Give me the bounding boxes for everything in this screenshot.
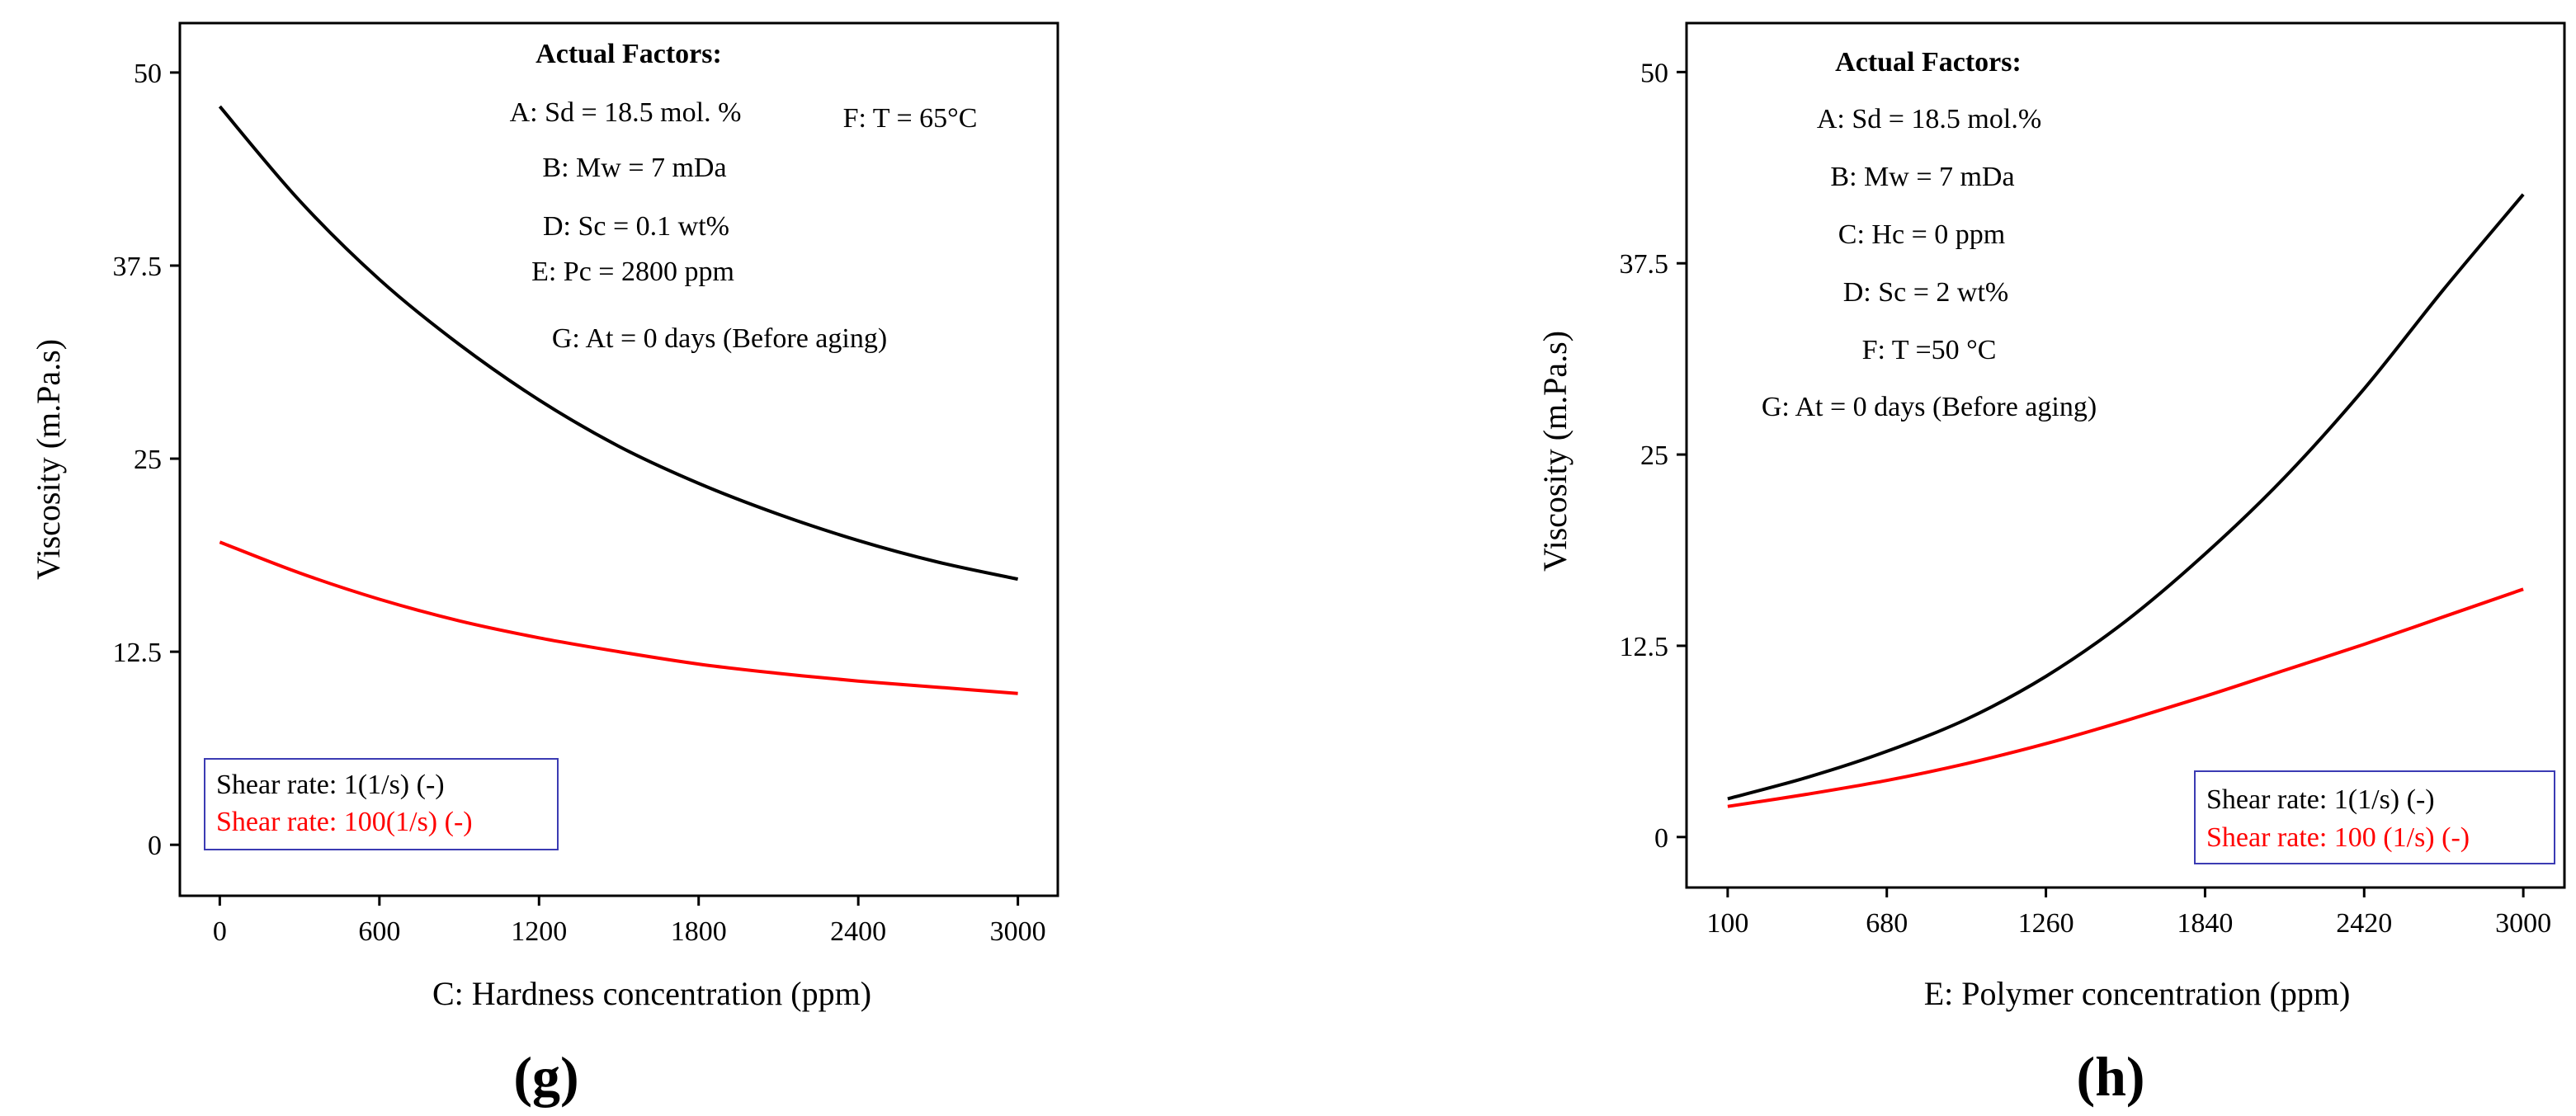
factor-sd-h: A: Sd = 18.5 mol.% — [1817, 104, 2041, 134]
legend-g: Shear rate: 1(1/s) (-) Shear rate: 100(1… — [204, 758, 559, 850]
x-tick-label-h-4: 2420 — [2336, 908, 2392, 939]
series-layer-h — [1727, 193, 2525, 808]
factor-hc-h: C: Hc = 0 ppm — [1838, 219, 2005, 250]
legend-box-h — [2194, 770, 2555, 864]
series-line-h-shear-100 — [1727, 587, 2524, 808]
x-tick-label-g-0: 0 — [213, 916, 227, 947]
panel-label-g: (g) — [513, 1045, 578, 1108]
legend-entry-low-shear-h: Shear rate: 1(1/s) (-) — [2206, 784, 2435, 815]
x-tick-label-h-2: 1260 — [2018, 908, 2074, 939]
factor-pc-g: E: Pc = 2800 ppm — [531, 257, 734, 287]
x-tick-label-h-3: 1840 — [2177, 908, 2233, 939]
y-axis-label-h: Viscosity (m.Pa.s) — [1536, 331, 1573, 572]
legend-entry-high-shear-h: Shear rate: 100 (1/s) (-) — [2206, 822, 2470, 853]
factor-mw-g: B: Mw = 7 mDa — [542, 153, 726, 183]
factor-sd-g: A: Sd = 18.5 mol. % — [510, 97, 742, 128]
y-axis-label-g: Viscosity (m.Pa.s) — [30, 339, 67, 580]
factor-sc-h: D: Sc = 2 wt% — [1843, 277, 2009, 308]
y-axis-g: 0 12.5 25 37.5 50 — [113, 59, 180, 861]
factor-aging-g: G: At = 0 days (Before aging) — [552, 323, 887, 354]
y-tick-label-g-2: 25 — [134, 445, 162, 475]
series-line-g-shear-100 — [219, 540, 1018, 695]
x-axis-label-g: C: Hardness concentration (ppm) — [432, 975, 871, 1012]
legend-entry-low-shear-g: Shear rate: 1(1/s) (-) — [216, 770, 445, 800]
panel-h: 0 12.5 25 37.5 50 100 680 1260 1840 2420 3000 Vis… — [1536, 21, 2566, 1108]
factor-temperature-g: F: T = 65°C — [843, 103, 978, 134]
x-tick-label-h-0: 100 — [1706, 908, 1748, 939]
factor-mw-h: B: Mw = 7 mDa — [1830, 162, 2014, 192]
factor-aging-h: G: At = 0 days (Before aging) — [1762, 392, 2097, 422]
y-axis-h: 0 12.5 25 37.5 50 — [1620, 58, 1687, 854]
y-tick-label-g-0: 0 — [148, 831, 162, 861]
factor-temperature-h: F: T =50 °C — [1862, 335, 1997, 365]
y-tick-label-g-4: 50 — [134, 59, 162, 89]
y-tick-label-h-2: 25 — [1640, 440, 1668, 471]
x-tick-label-g-2: 1200 — [511, 916, 567, 947]
factors-title-h: Actual Factors: — [1835, 47, 2022, 78]
legend-box-g — [204, 758, 559, 850]
x-tick-label-g-3: 1800 — [671, 916, 727, 947]
series-line-h-shear-1 — [1727, 193, 2525, 801]
y-tick-label-h-1: 12.5 — [1620, 632, 1669, 662]
series-layer-g — [218, 105, 1019, 695]
x-tick-label-g-4: 2400 — [830, 916, 886, 947]
legend-h: Shear rate: 1(1/s) (-) Shear rate: 100 (… — [2194, 770, 2555, 864]
y-tick-label-h-3: 37.5 — [1620, 249, 1669, 280]
legend-entry-high-shear-g: Shear rate: 100(1/s) (-) — [216, 807, 473, 837]
y-tick-label-h-4: 50 — [1640, 58, 1668, 88]
plot-frame-h — [1685, 21, 2566, 889]
x-axis-g: 0 600 1200 1800 2400 3000 — [213, 896, 1046, 947]
factor-sc-g: D: Sc = 0.1 wt% — [543, 211, 729, 242]
x-tick-label-g-1: 600 — [358, 916, 400, 947]
x-tick-label-h-5: 3000 — [2495, 908, 2551, 939]
x-tick-label-h-1: 680 — [1866, 908, 1908, 939]
panel-g: 0 12.5 25 37.5 50 0 600 1200 1800 2400 3000 Visco… — [30, 21, 1059, 1108]
panel-label-h: (h) — [2076, 1045, 2144, 1108]
x-tick-label-g-5: 3000 — [990, 916, 1046, 947]
y-tick-label-g-1: 12.5 — [113, 638, 163, 668]
factors-title-g: Actual Factors: — [535, 39, 722, 69]
y-tick-label-h-0: 0 — [1654, 823, 1668, 854]
x-axis-h: 100 680 1260 1840 2420 3000 — [1706, 888, 2551, 939]
x-axis-label-h: E: Polymer concentration (ppm) — [1924, 975, 2351, 1012]
series-line-g-shear-1 — [218, 105, 1019, 582]
y-tick-label-g-3: 37.5 — [113, 252, 163, 282]
